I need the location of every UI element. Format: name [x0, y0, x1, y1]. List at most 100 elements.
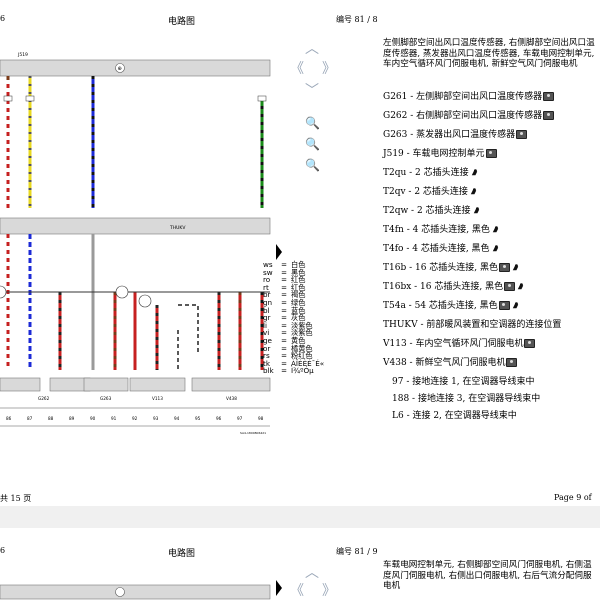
- legend-row: tk = ÀÎÉÈÉ¯É«: [263, 358, 325, 368]
- camera-icon[interactable]: [506, 358, 518, 367]
- legend-eq: =: [281, 358, 288, 368]
- connector-icon[interactable]: [516, 282, 525, 291]
- legend-eq: =: [281, 305, 288, 315]
- legend-row: rt = 红色: [263, 282, 324, 292]
- column-number: 89: [69, 416, 75, 421]
- header-title: 电路图: [168, 549, 196, 559]
- component-list-item-text: V438 - 新鲜空气风门伺服电机: [383, 358, 506, 368]
- nav-right-icon[interactable]: 》: [322, 583, 336, 599]
- wiring-diagram-page2: [0, 584, 271, 600]
- legend-code: rt: [263, 282, 269, 292]
- control-unit-bar: [0, 59, 271, 77]
- component-list-item-text: J519 - 车载电网控制单元: [383, 149, 485, 159]
- legend-name: 红色: [291, 282, 306, 292]
- component-list-item: 97 - 接地连接 1, 在空调器导线束中: [392, 374, 535, 387]
- camera-icon[interactable]: [498, 301, 510, 310]
- connector-icon[interactable]: [469, 187, 478, 196]
- legend-eq: =: [281, 366, 288, 376]
- wiring-diagram: J519 ⊕ THUKV: [0, 52, 271, 435]
- connector-icon[interactable]: [472, 206, 481, 215]
- zoom-in-icon[interactable]: 🔍: [305, 116, 320, 130]
- component-list-item-text: T16b - 16 芯插头连接, 黑色: [383, 263, 499, 273]
- component-list-item: V113 - 车内空气循环风门伺服电机: [383, 336, 536, 349]
- component-list-item-text: L6 - 连接 2, 在空调器导线束中: [392, 411, 517, 421]
- camera-icon[interactable]: [499, 263, 511, 272]
- component-list-item: T2qv - 2 芯插头连接: [383, 184, 478, 197]
- connector-icon[interactable]: [491, 244, 500, 253]
- legend-row: ro = 红色: [263, 276, 324, 284]
- connector-icon[interactable]: [491, 225, 500, 234]
- legend-eq: =: [281, 290, 288, 300]
- legend-row: li = 淡紫色: [263, 320, 324, 330]
- component-box: [83, 377, 129, 392]
- connector-icon[interactable]: [511, 301, 520, 310]
- component-list-item-text: 97 - 接地连接 1, 在空调器导线束中: [392, 377, 535, 387]
- component-list-item-text: G262 - 右侧脚部空间出风口温度传感器: [383, 111, 543, 121]
- column-number: 92: [132, 416, 138, 421]
- ground-symbol: [115, 63, 125, 73]
- nav-up-icon[interactable]: ︿: [305, 41, 319, 57]
- nav-up-icon[interactable]: ︿: [305, 565, 319, 581]
- component-list-item: V438 - 新鲜空气风门伺服电机: [383, 355, 518, 368]
- component-list-item-text: T2qu - 2 芯插头连接: [383, 168, 469, 178]
- nav-down-icon[interactable]: ﹀: [305, 83, 319, 99]
- legend-eq: =: [281, 351, 288, 361]
- color-legend: ws = 白色 sw = 黑色 ro = 红色 rt = 红色 br = 褐色 gn = 绿色 bl = 蓝色 gr = 灰色…: [263, 261, 324, 375]
- legend-eq: =: [281, 313, 288, 323]
- component-list-item: T54a - 54 芯插头连接, 黑色: [383, 298, 520, 311]
- camera-icon[interactable]: [504, 282, 516, 291]
- legend-eq: =: [281, 282, 288, 292]
- component-list-item-text: V113 - 车内空气循环风门伺服电机: [383, 339, 524, 349]
- component-list-item: G261 - 左侧脚部空间出风口温度传感器: [383, 89, 555, 102]
- legend-code: gn: [263, 297, 273, 307]
- camera-icon[interactable]: [543, 92, 555, 101]
- column-number: 86: [6, 416, 12, 421]
- column-number: 93: [153, 416, 159, 421]
- component-list-item: T2qu - 2 芯插头连接: [383, 165, 479, 178]
- camera-icon[interactable]: [516, 130, 528, 139]
- camera-icon[interactable]: [543, 111, 555, 120]
- svg-text:G262: G262: [38, 396, 50, 401]
- nav-left-icon[interactable]: 《: [290, 61, 304, 77]
- component-list-item: T16bx - 16 芯插头连接, 黑色: [383, 279, 525, 292]
- legend-name: 褐色: [291, 290, 306, 300]
- column-number: 91: [111, 416, 117, 421]
- legend-code: li: [263, 320, 267, 330]
- legend-name: 粉红色: [291, 351, 313, 361]
- camera-icon[interactable]: [485, 149, 497, 158]
- legend-name: 黄色: [291, 335, 306, 345]
- legend-name: 蓝色: [291, 305, 306, 315]
- header-page-number: 编号 81 / 8: [336, 15, 378, 24]
- column-number: 98: [258, 416, 264, 421]
- thukv-label: THUKV: [169, 225, 186, 231]
- legend-code: or: [263, 343, 271, 353]
- svg-text:V438: V438: [226, 396, 237, 401]
- component-description: 车载电网控制单元, 右侧脚部空间风门伺服电机, 右侧温度风门伺服电机, 右侧出口…: [383, 560, 592, 591]
- connector-icon[interactable]: [470, 168, 479, 177]
- wires-lower: [6, 234, 264, 370]
- legend-row: or = 橘黄色: [263, 343, 324, 353]
- component-list-item: T2qw - 2 芯插头连接: [383, 203, 481, 216]
- column-number: 90: [90, 416, 96, 421]
- svg-text:G263: G263: [100, 396, 112, 401]
- camera-icon[interactable]: [524, 339, 536, 348]
- page-footer-right: Page 9 of: [554, 493, 592, 502]
- nav-right-icon[interactable]: 》: [322, 61, 336, 77]
- nav-left-icon[interactable]: 《: [290, 583, 304, 599]
- legend-name: ÀÎÉÈÉ¯É«: [291, 358, 325, 368]
- header-page-number: 编号 81 / 9: [336, 547, 378, 556]
- control-unit-label: J519: [17, 52, 28, 58]
- legend-eq: =: [281, 335, 288, 345]
- zoom-reset-icon[interactable]: 🔍: [305, 137, 320, 151]
- legend-name: 灰色: [291, 313, 306, 323]
- zoom-out-icon[interactable]: 🔍: [305, 158, 320, 172]
- header-title: 电路图: [168, 17, 196, 27]
- column-number: 88: [48, 416, 54, 421]
- legend-eq: =: [281, 320, 288, 330]
- legend-name: 白色: [291, 260, 306, 269]
- legend-eq: =: [281, 328, 288, 338]
- column-number: 96: [216, 416, 222, 421]
- connector-icon[interactable]: [511, 263, 520, 272]
- wires-upper: [6, 76, 264, 208]
- legend-code: sw: [263, 267, 273, 277]
